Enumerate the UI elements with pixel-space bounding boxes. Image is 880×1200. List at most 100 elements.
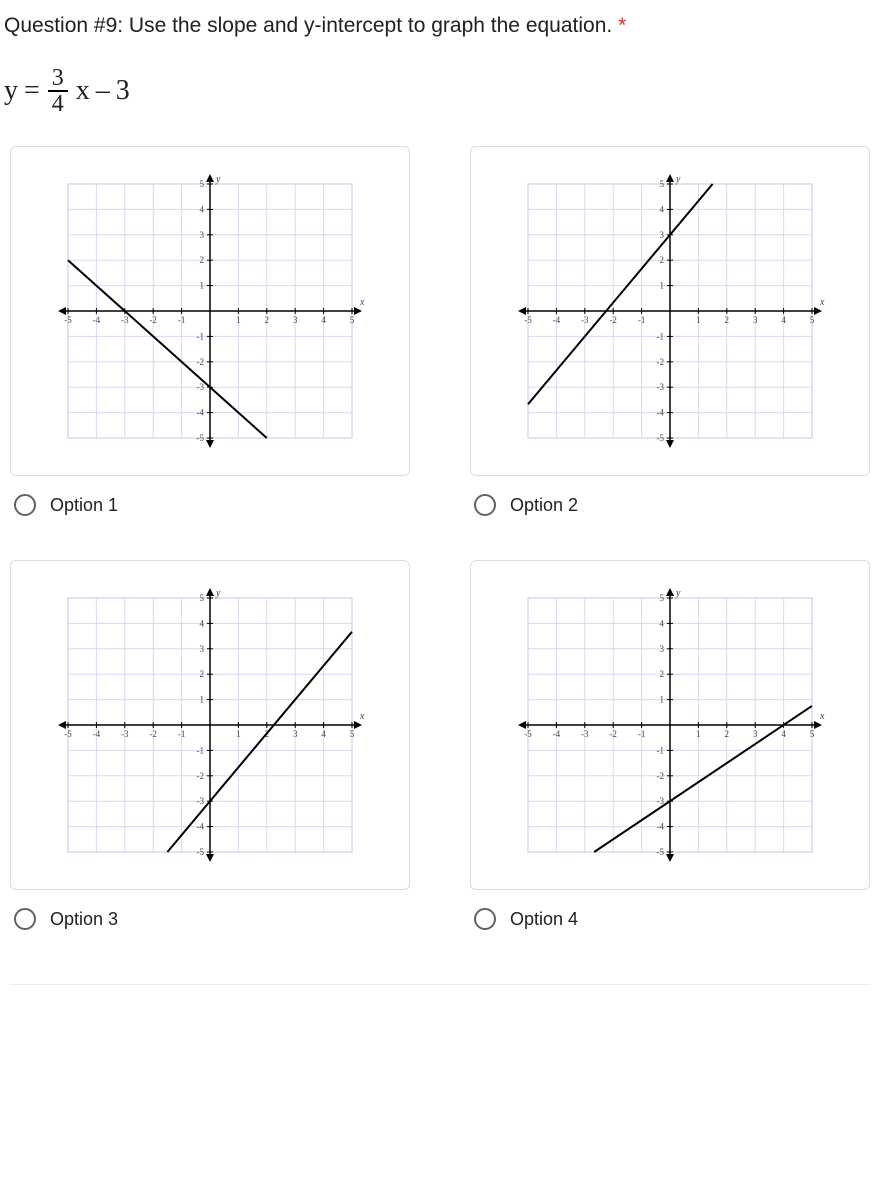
- question-title: Question #9: Use the slope and y-interce…: [0, 0, 880, 46]
- svg-text:x: x: [819, 297, 825, 308]
- equation: y = 3 4 x – 3: [0, 46, 880, 146]
- option-4-label: Option 4: [510, 909, 578, 930]
- svg-text:2: 2: [660, 255, 665, 265]
- svg-text:x: x: [819, 711, 825, 722]
- svg-text:1: 1: [660, 281, 665, 291]
- svg-text:-5: -5: [657, 433, 665, 443]
- svg-text:-5: -5: [64, 315, 72, 325]
- svg-text:y: y: [215, 588, 221, 599]
- svg-text:-2: -2: [609, 315, 617, 325]
- fraction-denominator: 4: [48, 92, 68, 116]
- svg-text:-3: -3: [121, 729, 129, 739]
- options-grid: -5-4-3-2-112345-5-4-3-2-112345xy Option …: [0, 146, 880, 964]
- svg-text:5: 5: [810, 315, 815, 325]
- svg-text:3: 3: [660, 230, 665, 240]
- svg-text:-3: -3: [581, 729, 589, 739]
- equation-constant: 3: [116, 75, 130, 107]
- chart-svg-1: -5-4-3-2-112345-5-4-3-2-112345xy: [50, 166, 370, 456]
- equation-lhs: y: [4, 75, 18, 107]
- svg-text:-5: -5: [524, 729, 532, 739]
- svg-text:-2: -2: [609, 729, 617, 739]
- svg-text:-4: -4: [553, 729, 561, 739]
- svg-text:3: 3: [753, 315, 758, 325]
- svg-text:2: 2: [725, 729, 730, 739]
- svg-text:4: 4: [781, 315, 786, 325]
- option-2: -5-4-3-2-112345-5-4-3-2-112345xy Option …: [470, 146, 870, 520]
- svg-text:5: 5: [660, 179, 665, 189]
- svg-text:3: 3: [753, 729, 758, 739]
- svg-text:-2: -2: [197, 771, 205, 781]
- svg-text:-1: -1: [638, 729, 646, 739]
- svg-text:4: 4: [321, 729, 326, 739]
- svg-text:5: 5: [350, 315, 355, 325]
- svg-text:4: 4: [321, 315, 326, 325]
- graph-option-3: -5-4-3-2-112345-5-4-3-2-112345xy: [10, 560, 410, 890]
- svg-text:-4: -4: [197, 408, 205, 418]
- svg-text:-4: -4: [93, 315, 101, 325]
- svg-text:y: y: [675, 174, 681, 185]
- equation-variable: x: [76, 75, 90, 107]
- svg-text:-5: -5: [197, 433, 205, 443]
- option-3: -5-4-3-2-112345-5-4-3-2-112345xy Option …: [10, 560, 410, 934]
- svg-text:-3: -3: [197, 382, 205, 392]
- equation-operator: –: [96, 75, 110, 107]
- svg-text:y: y: [215, 174, 221, 185]
- svg-text:-2: -2: [149, 729, 157, 739]
- svg-text:-4: -4: [657, 408, 665, 418]
- radio-option-1[interactable]: Option 1: [10, 476, 410, 520]
- svg-text:-1: -1: [657, 745, 665, 755]
- chart-svg-4: -5-4-3-2-112345-5-4-3-2-112345xy: [510, 580, 830, 870]
- chart-svg-3: -5-4-3-2-112345-5-4-3-2-112345xy: [50, 580, 370, 870]
- svg-text:1: 1: [696, 729, 701, 739]
- svg-text:2: 2: [200, 255, 205, 265]
- svg-text:2: 2: [725, 315, 730, 325]
- svg-text:-5: -5: [64, 729, 72, 739]
- svg-text:y: y: [675, 588, 681, 599]
- svg-text:1: 1: [660, 695, 665, 705]
- svg-text:3: 3: [660, 644, 665, 654]
- svg-text:3: 3: [200, 644, 205, 654]
- radio-icon: [14, 494, 36, 516]
- svg-text:-4: -4: [657, 822, 665, 832]
- svg-text:4: 4: [200, 204, 205, 214]
- svg-text:-3: -3: [121, 315, 129, 325]
- option-4: -5-4-3-2-112345-5-4-3-2-112345xy Option …: [470, 560, 870, 934]
- svg-text:-5: -5: [657, 847, 665, 857]
- svg-text:5: 5: [810, 729, 815, 739]
- svg-text:-2: -2: [149, 315, 157, 325]
- svg-text:-3: -3: [581, 315, 589, 325]
- radio-icon: [14, 908, 36, 930]
- required-asterisk: *: [618, 14, 626, 37]
- svg-text:3: 3: [200, 230, 205, 240]
- svg-text:1: 1: [236, 315, 241, 325]
- svg-text:5: 5: [660, 593, 665, 603]
- radio-option-4[interactable]: Option 4: [470, 890, 870, 934]
- svg-text:-3: -3: [657, 382, 665, 392]
- radio-option-2[interactable]: Option 2: [470, 476, 870, 520]
- svg-text:5: 5: [200, 179, 205, 189]
- option-2-label: Option 2: [510, 495, 578, 516]
- svg-text:-1: -1: [178, 315, 186, 325]
- svg-text:x: x: [359, 297, 365, 308]
- radio-option-3[interactable]: Option 3: [10, 890, 410, 934]
- svg-text:2: 2: [200, 669, 205, 679]
- radio-icon: [474, 908, 496, 930]
- fraction-numerator: 3: [48, 66, 68, 92]
- svg-text:-5: -5: [197, 847, 205, 857]
- svg-text:-1: -1: [657, 331, 665, 341]
- svg-text:4: 4: [660, 618, 665, 628]
- svg-text:-5: -5: [524, 315, 532, 325]
- graph-option-4: -5-4-3-2-112345-5-4-3-2-112345xy: [470, 560, 870, 890]
- option-1-label: Option 1: [50, 495, 118, 516]
- svg-text:5: 5: [200, 593, 205, 603]
- svg-text:-1: -1: [197, 745, 205, 755]
- svg-text:-4: -4: [93, 729, 101, 739]
- svg-text:-2: -2: [197, 357, 205, 367]
- svg-text:-3: -3: [197, 796, 205, 806]
- svg-text:4: 4: [200, 618, 205, 628]
- equation-fraction: 3 4: [48, 66, 68, 116]
- svg-text:1: 1: [696, 315, 701, 325]
- svg-text:2: 2: [265, 315, 270, 325]
- svg-text:x: x: [359, 711, 365, 722]
- svg-text:4: 4: [660, 204, 665, 214]
